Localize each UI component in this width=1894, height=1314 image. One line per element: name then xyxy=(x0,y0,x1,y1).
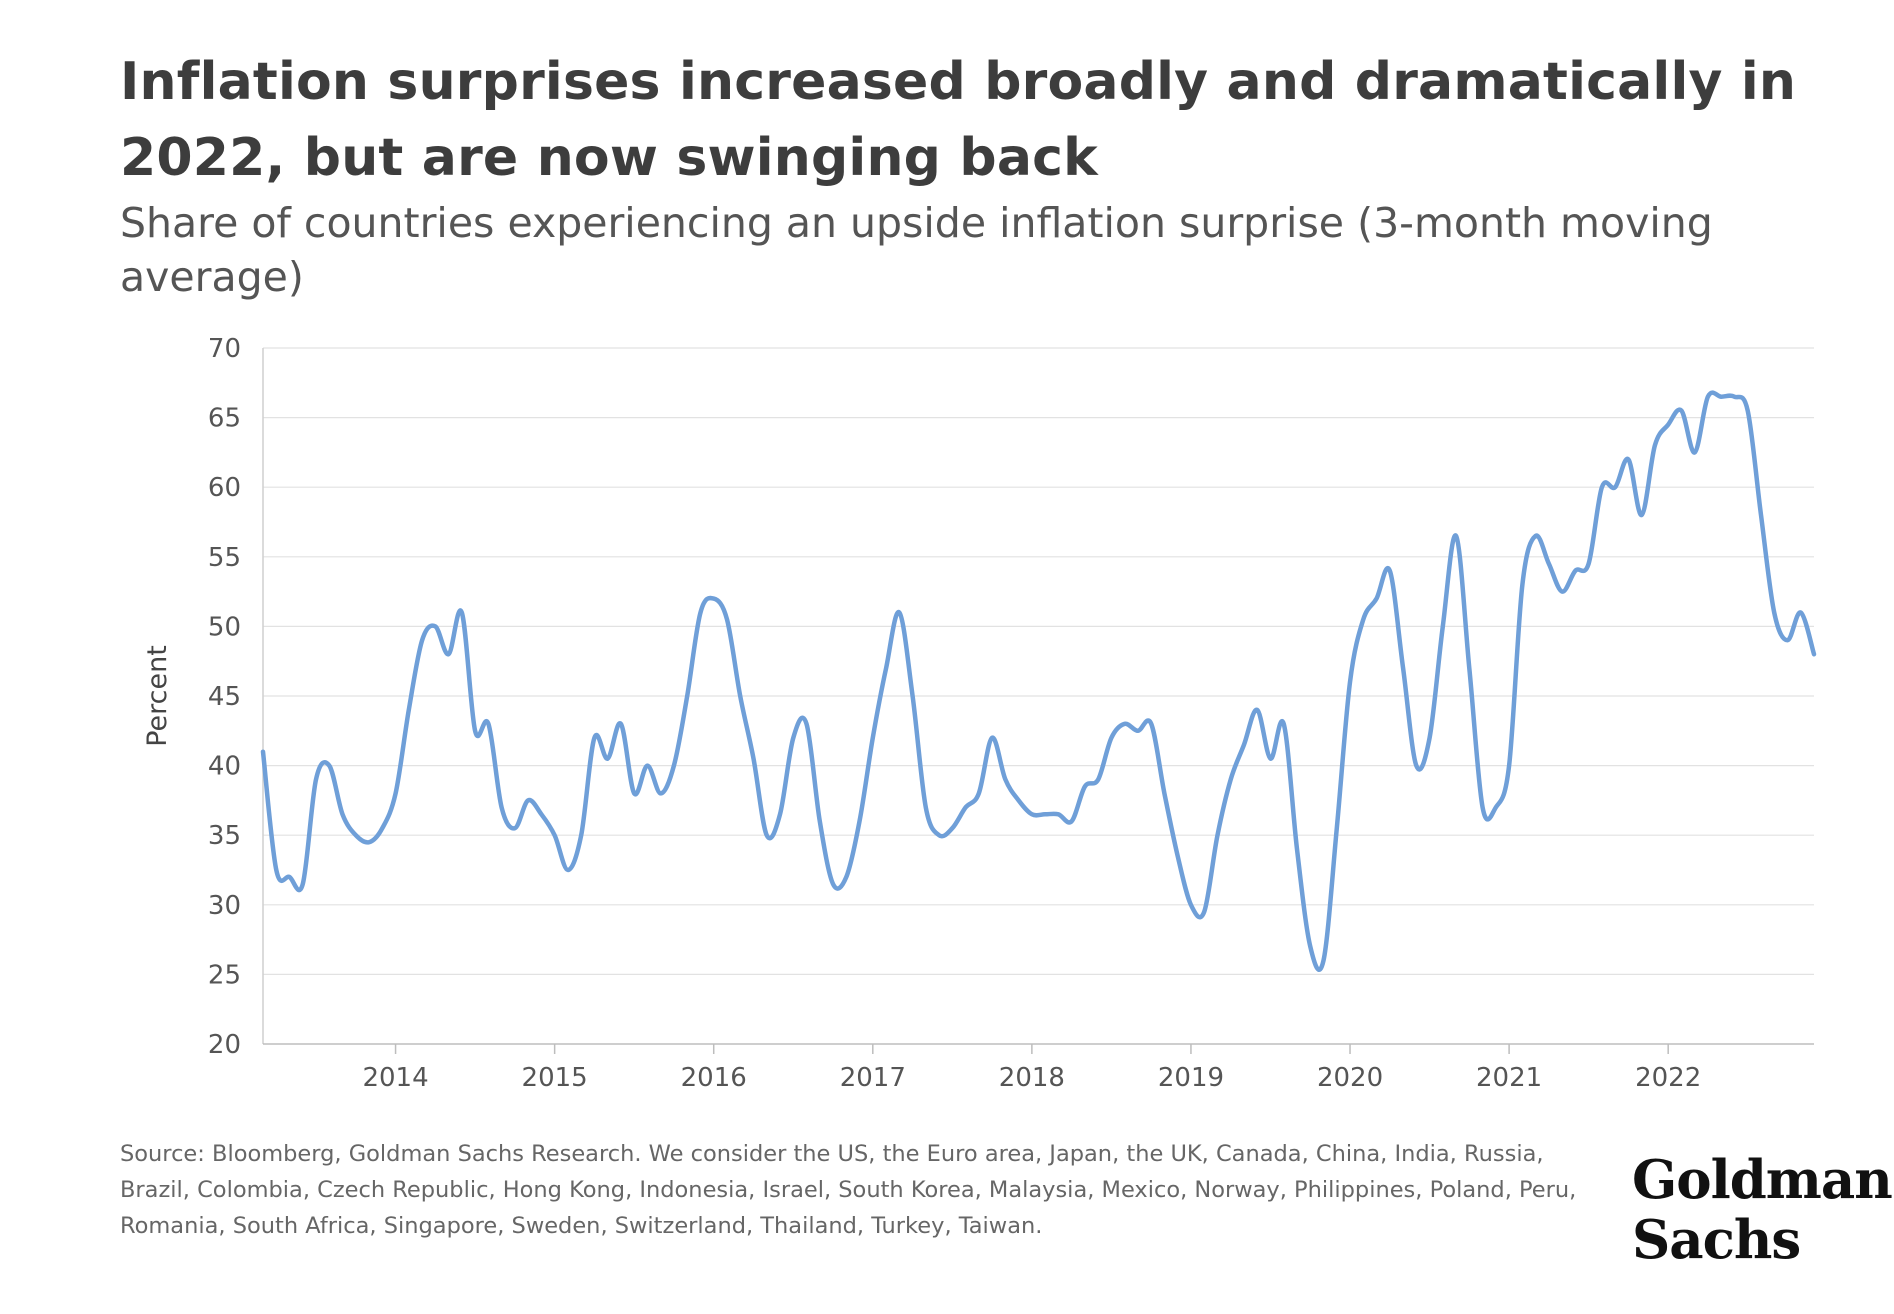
x-tick-label: 2020 xyxy=(1317,1063,1383,1093)
x-tick-label: 2019 xyxy=(1158,1063,1224,1093)
series-line xyxy=(260,390,1817,972)
chart-subtitle: Share of countries experiencing an upsid… xyxy=(120,199,1713,301)
x-tick-label: 2021 xyxy=(1476,1063,1542,1093)
x-axis-tick-labels: 2014 2015 2016 2017 2018 2019 2020 2021 2022 xyxy=(362,1044,1701,1093)
y-tick-label: 70 xyxy=(208,334,241,364)
x-tick-label: 2018 xyxy=(999,1063,1065,1093)
series-layer xyxy=(260,390,1817,972)
x-tick-label: 2017 xyxy=(840,1063,906,1093)
goldman-sachs-logo: Goldman Sachs xyxy=(1632,1149,1893,1271)
y-tick-label: 60 xyxy=(208,473,241,503)
y-tick-label: 25 xyxy=(208,960,241,990)
y-tick-label: 30 xyxy=(208,891,241,921)
x-tick-label: 2016 xyxy=(681,1063,747,1093)
gridlines xyxy=(263,347,1814,976)
y-axis-tick-labels: 20 25 30 35 40 45 50 55 60 65 70 xyxy=(208,334,241,1060)
y-tick-label: 65 xyxy=(208,404,241,434)
logo-line-1: Goldman xyxy=(1632,1149,1893,1211)
x-tick-label: 2014 xyxy=(362,1063,428,1093)
x-tick-label: 2015 xyxy=(522,1063,588,1093)
x-tick-label: 2022 xyxy=(1635,1063,1701,1093)
source-note: Source: Bloomberg, Goldman Sachs Researc… xyxy=(120,1141,1577,1239)
y-tick-label: 40 xyxy=(208,752,241,782)
y-tick-label: 55 xyxy=(208,543,241,573)
chart-title: Inflation surprises increased broadly an… xyxy=(120,52,1797,188)
logo-line-2: Sachs xyxy=(1632,1209,1801,1271)
y-axis-label: Percent xyxy=(142,645,173,747)
y-tick-label: 45 xyxy=(208,682,241,712)
y-tick-label: 20 xyxy=(208,1030,241,1060)
y-tick-label: 35 xyxy=(208,821,241,851)
y-tick-label: 50 xyxy=(208,612,241,642)
